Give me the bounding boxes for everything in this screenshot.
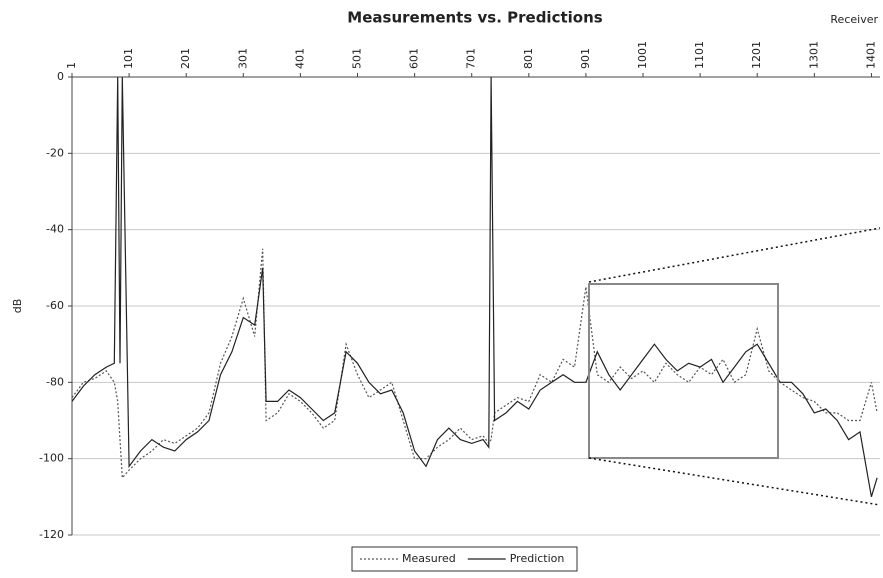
y-tick-label: -40 (46, 223, 64, 236)
y-tick-label: -20 (46, 146, 64, 159)
x-tick-label: 1401 (864, 41, 877, 69)
x-tick-label: 301 (236, 48, 249, 69)
zoom-annotation (588, 227, 881, 506)
x-tick-label: 501 (351, 48, 364, 69)
legend-label: Measured (402, 552, 456, 565)
x-tick-label: 601 (408, 48, 421, 69)
x-tick-label: 901 (579, 48, 592, 69)
y-tick-label: -60 (46, 299, 64, 312)
x-tick-label: 701 (465, 48, 478, 69)
legend-label: Prediction (510, 552, 565, 565)
y-tick-label: -120 (39, 528, 64, 541)
zoom-box (588, 283, 779, 459)
x-tick-label: 1301 (807, 41, 820, 69)
x-tick-label: 1 (65, 62, 78, 69)
x-tick-label: 1001 (636, 41, 649, 69)
x-tick-label: 801 (522, 48, 535, 69)
x-tick-label: 101 (122, 48, 135, 69)
x-axis-label: Receiver (830, 13, 878, 26)
chart-title: Measurements vs. Predictions (347, 9, 602, 27)
x-tick-label: 1101 (693, 41, 706, 69)
legend: Measured Prediction (351, 546, 578, 572)
y-tick-label: 0 (57, 70, 64, 83)
x-tick-label: 1201 (750, 41, 763, 69)
x-tick-label: 401 (293, 48, 306, 69)
y-axis-label: dB (11, 299, 24, 314)
series-line (71, 76, 878, 497)
y-tick-label: -80 (46, 375, 64, 388)
x-tick-label: 201 (179, 48, 192, 69)
zoom-line (588, 227, 881, 283)
y-tick-label: -100 (39, 452, 64, 465)
plot-area: 0-20-40-60-80-100-1201 101 201 301 401 501 601… (39, 41, 880, 541)
zoom-line (588, 457, 881, 506)
